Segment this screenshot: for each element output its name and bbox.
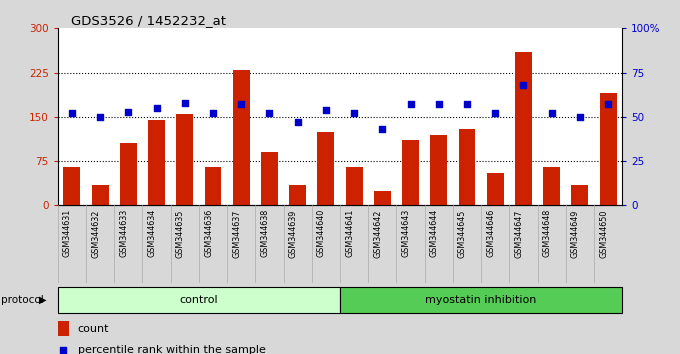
Text: GSM344641: GSM344641 [345, 209, 354, 257]
Text: GSM344631: GSM344631 [63, 209, 72, 257]
Point [236, 102, 247, 107]
Text: GSM344645: GSM344645 [458, 209, 467, 258]
Point [123, 109, 134, 114]
Text: percentile rank within the sample: percentile rank within the sample [78, 345, 265, 354]
Bar [63, 167, 80, 205]
Text: GSM344637: GSM344637 [233, 209, 241, 258]
Text: count: count [78, 324, 109, 334]
Bar [487, 173, 504, 205]
Bar [600, 93, 617, 205]
Bar [374, 190, 391, 205]
Text: myostatin inhibition: myostatin inhibition [426, 295, 537, 305]
Text: GSM344640: GSM344640 [317, 209, 326, 257]
Bar [543, 167, 560, 205]
Bar [571, 185, 588, 205]
Point [151, 105, 162, 111]
Bar [233, 70, 250, 205]
Point [490, 110, 500, 116]
Bar [458, 129, 475, 205]
Text: GSM344633: GSM344633 [120, 209, 129, 257]
Point [67, 110, 78, 116]
Text: ▶: ▶ [39, 295, 47, 305]
Text: GSM344638: GSM344638 [260, 209, 269, 257]
Point [462, 102, 473, 107]
Bar [318, 132, 335, 205]
Point [518, 82, 529, 88]
Bar [402, 141, 419, 205]
Point [377, 126, 388, 132]
Point [264, 110, 275, 116]
Point [292, 119, 303, 125]
Point [207, 110, 218, 116]
Point [602, 102, 613, 107]
Text: GSM344634: GSM344634 [148, 209, 156, 257]
Bar [340, 287, 622, 313]
Text: protocol: protocol [1, 295, 44, 305]
Point [95, 114, 105, 120]
Text: GSM344635: GSM344635 [176, 209, 185, 258]
Point [546, 110, 557, 116]
Bar [92, 185, 109, 205]
Bar [120, 143, 137, 205]
Point [320, 107, 331, 113]
Text: GSM344649: GSM344649 [571, 209, 580, 258]
Point [433, 102, 444, 107]
Point [575, 114, 585, 120]
Text: GSM344642: GSM344642 [373, 209, 382, 258]
Bar [58, 287, 340, 313]
Text: control: control [180, 295, 218, 305]
Text: GSM344639: GSM344639 [289, 209, 298, 258]
Text: GDS3526 / 1452232_at: GDS3526 / 1452232_at [71, 14, 226, 27]
Bar [205, 167, 222, 205]
Point [405, 102, 416, 107]
Bar [58, 321, 69, 336]
Bar [515, 52, 532, 205]
Point [180, 100, 190, 105]
Text: GSM344636: GSM344636 [204, 209, 213, 257]
Text: GSM344643: GSM344643 [402, 209, 411, 257]
Bar [148, 120, 165, 205]
Bar [261, 152, 278, 205]
Bar [176, 114, 193, 205]
Bar [289, 185, 306, 205]
Text: GSM344646: GSM344646 [486, 209, 495, 257]
Text: GSM344632: GSM344632 [91, 209, 100, 258]
Text: GSM344648: GSM344648 [543, 209, 551, 257]
Point [349, 110, 360, 116]
Text: GSM344644: GSM344644 [430, 209, 439, 257]
Bar [430, 135, 447, 205]
Point [58, 347, 69, 353]
Text: GSM344650: GSM344650 [599, 209, 608, 258]
Text: GSM344647: GSM344647 [515, 209, 524, 258]
Bar [345, 167, 362, 205]
